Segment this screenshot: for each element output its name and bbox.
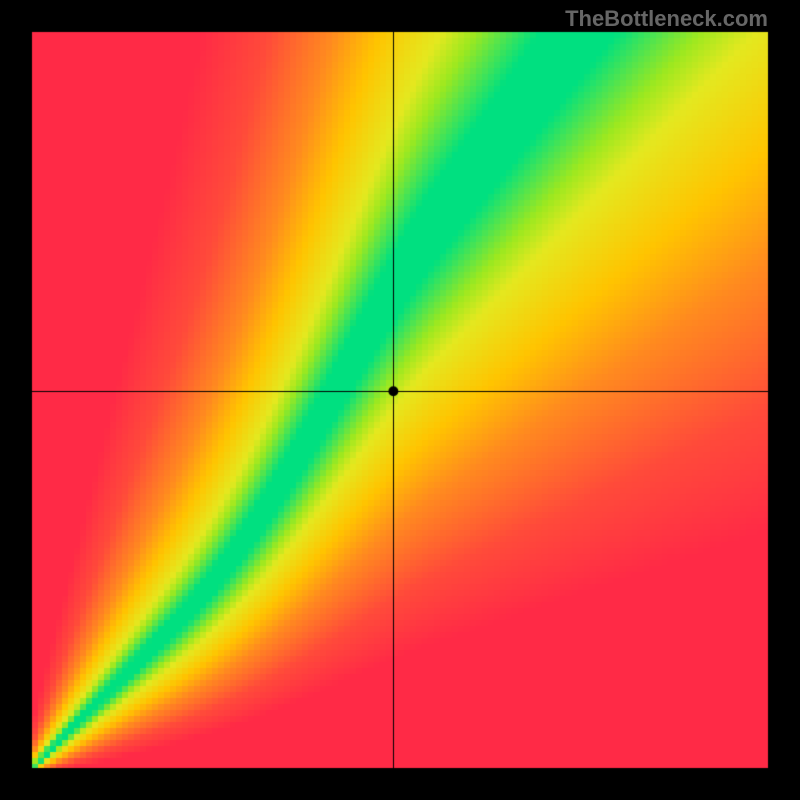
bottleneck-heatmap bbox=[0, 0, 800, 800]
watermark-text: TheBottleneck.com bbox=[565, 6, 768, 32]
